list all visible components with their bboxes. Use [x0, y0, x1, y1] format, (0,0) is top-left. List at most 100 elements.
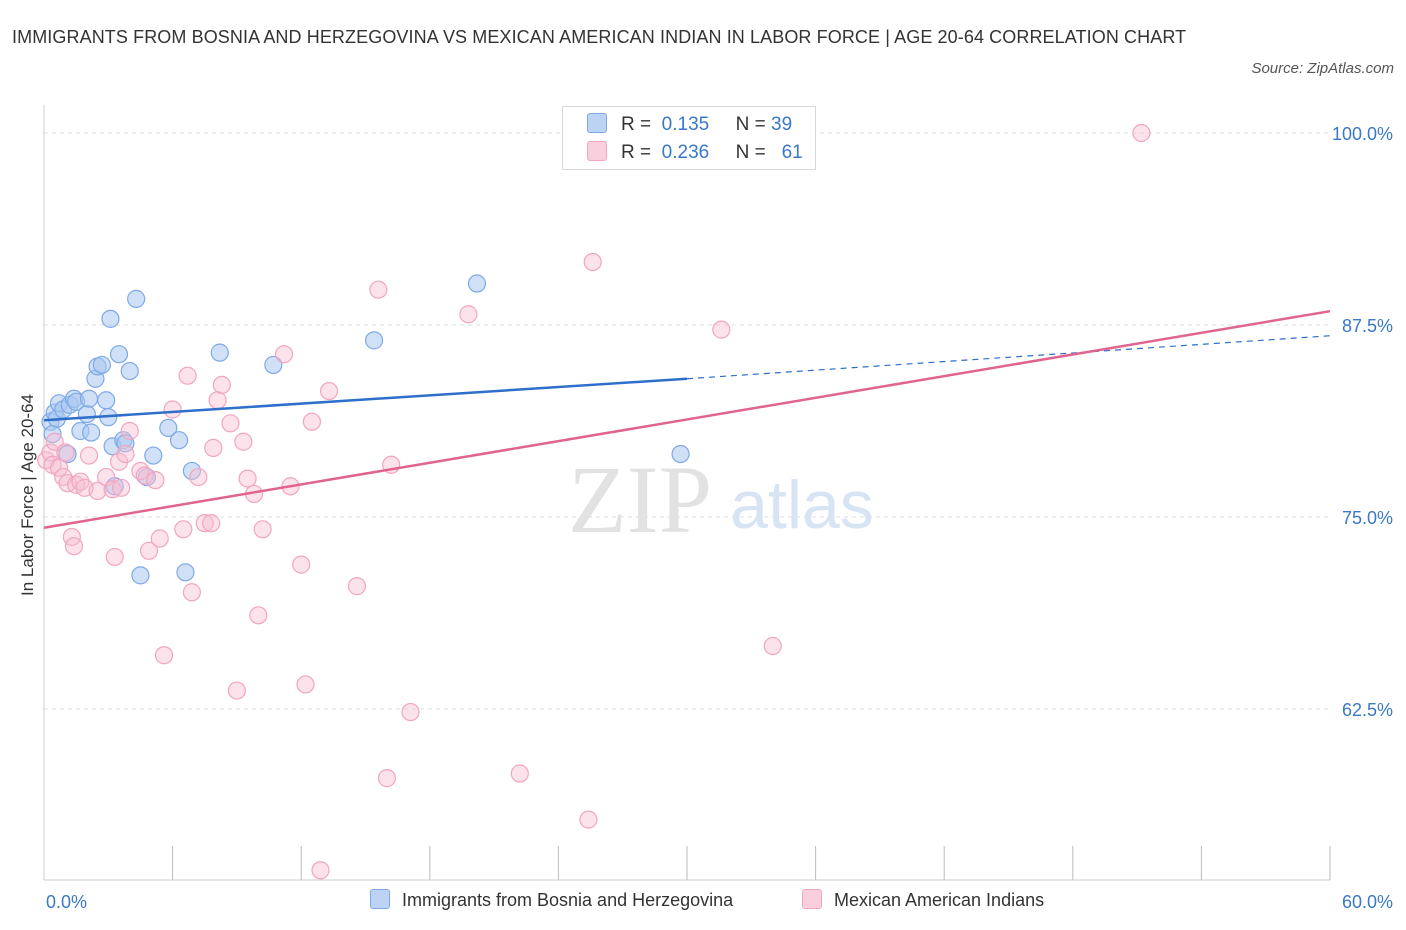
mexican-american-indian-point-30 [178, 366, 197, 385]
r-label: R = [621, 142, 652, 163]
mexican-american-indian-point-41 [238, 469, 257, 488]
bosnia-point-34 [210, 343, 229, 362]
mexican-american-indian-point-58 [510, 764, 529, 783]
stats-legend-row-blue: R = 0.135 N = 39 [587, 113, 792, 137]
bosnia-point-13 [82, 423, 101, 442]
r-value-pink: 0.236 [661, 142, 710, 163]
n-value-pink: 61 [781, 142, 803, 163]
bosnia-point-19 [101, 309, 120, 328]
mexican-american-indian-point-29 [174, 520, 193, 539]
legend-swatch-pink [587, 141, 607, 161]
watermark: ZIP atlas [568, 446, 874, 553]
mexican-american-indian-point-24 [139, 541, 159, 560]
bosnia-point-32 [176, 563, 195, 582]
mexican-american-indian-point-21 [120, 421, 139, 441]
bosnia-point-25 [120, 361, 139, 381]
y-tick-label-1: 87.5% [1342, 316, 1393, 336]
mexican-american-indian-point-38 [221, 414, 240, 433]
bosnia-point-12 [79, 389, 99, 408]
mexican-american-indian-point-56 [401, 702, 420, 722]
bosnia-point-17 [97, 391, 116, 410]
bosnia-point-31 [169, 431, 189, 450]
mexican-american-indian-point-13 [79, 446, 99, 465]
mexican-american-indian-point-37 [212, 375, 231, 395]
bosnia-point-26 [127, 289, 146, 308]
mexican-american-indian-point-26 [150, 529, 169, 548]
bosnia-point-29 [144, 446, 163, 465]
mexican-american-indian-point-23 [135, 466, 154, 485]
mexican-american-indian-point-20 [116, 444, 135, 464]
x-tick-label-0: 0.0% [46, 892, 87, 912]
n-label: N = [735, 114, 766, 135]
mexican-american-indian-point-4 [49, 458, 69, 477]
series-legend-blue: Immigrants from Bosnia and Herzegovina [370, 889, 733, 911]
bosnia-point-22 [109, 345, 129, 364]
x-tick-label-1: 60.0% [1342, 892, 1393, 912]
n-label: N = [735, 142, 766, 163]
series-legend-pink: Mexican American Indians [802, 889, 1044, 911]
axes [43, 105, 1331, 881]
mexican-american-indian-point-43 [249, 606, 268, 625]
y-tick-label-3: 62.5% [1342, 700, 1393, 720]
mexican-american-indian-point-34 [202, 514, 221, 533]
mexican-american-indian-point-27 [154, 646, 174, 665]
watermark-atlas: atlas [730, 467, 874, 543]
mexican-american-indian-point-33 [195, 514, 214, 533]
mexican-american-indian-point-59 [579, 810, 598, 829]
scatter-points [37, 122, 1151, 880]
watermark-zip: ZIP [568, 446, 712, 553]
y-tick-label-0: 100.0% [1332, 124, 1393, 144]
mexican-american-indian-point-19 [112, 478, 131, 497]
stats-legend: R = 0.135 N = 39 R = 0.236 N = 61 [562, 106, 816, 170]
n-value-blue: 39 [771, 114, 793, 135]
bosnia-point-27 [131, 566, 150, 585]
y-axis-label: In Labor Force | Age 20-64 [18, 394, 37, 596]
mexican-american-indian-point-9 [64, 537, 84, 556]
mexican-american-indian-point-25 [146, 471, 165, 490]
mexican-american-indian-point-40 [234, 432, 253, 451]
series-legend-swatch-blue [370, 889, 390, 909]
bosnia-trend-line [43, 377, 688, 422]
mexican-american-indian-point-49 [302, 412, 322, 431]
bosnia-point-16 [92, 355, 111, 375]
source-label: Source: ZipAtlas.com [1251, 60, 1394, 77]
y-tick-label-2: 75.0% [1342, 508, 1393, 528]
legend-swatch-blue [587, 113, 607, 133]
mexican-american-indian-point-57 [459, 305, 478, 324]
series-legend-label-pink: Mexican American Indians [834, 890, 1045, 910]
mexican-american-indian-point-54 [377, 769, 397, 788]
series-legend-label-blue: Immigrants from Bosnia and Herzegovina [402, 890, 734, 910]
mexican-american-indian-point-47 [292, 555, 311, 574]
chart-title: IMMIGRANTS FROM BOSNIA AND HERZEGOVINA V… [12, 27, 1187, 47]
mexican-american-indian-point-35 [204, 438, 223, 457]
mexican-american-indian-point-28 [163, 400, 182, 419]
mexican-american-indian-point-64 [763, 636, 782, 656]
bosnia-point-30 [159, 418, 178, 438]
mexican-american-indian-trend-line [43, 309, 1331, 529]
r-label: R = [621, 114, 652, 135]
mexican-american-indian-point-31 [182, 583, 201, 602]
mexican-american-indian-point-48 [296, 675, 315, 694]
bosnia-point-37 [467, 274, 487, 293]
bosnia-point-38 [671, 444, 690, 464]
mexican-american-indian-point-3 [45, 432, 64, 451]
trend-lines [43, 309, 1331, 529]
mexican-american-indian-point-65 [1132, 123, 1151, 143]
bosnia-point-11 [77, 404, 96, 424]
mexican-american-indian-point-39 [227, 681, 246, 700]
stats-legend-row-pink: R = 0.236 N = 61 [587, 141, 803, 165]
mexican-american-indian-point-14 [88, 481, 107, 500]
mexican-american-indian-point-17 [105, 547, 124, 567]
mexican-american-indian-point-45 [274, 345, 294, 364]
mexican-american-indian-point-52 [347, 577, 367, 596]
mexican-american-indian-point-44 [253, 520, 272, 539]
series-legend-swatch-pink [802, 889, 822, 909]
mexican-american-indian-point-50 [311, 861, 330, 880]
bosnia-point-35 [264, 355, 283, 375]
bosnia-point-36 [364, 331, 384, 350]
mexican-american-indian-point-51 [319, 381, 339, 401]
x-tick-labels: 0.0% 60.0% [46, 892, 1393, 912]
mexican-american-indian-point-53 [369, 280, 388, 299]
bosnia-trend-extension [686, 335, 1331, 380]
